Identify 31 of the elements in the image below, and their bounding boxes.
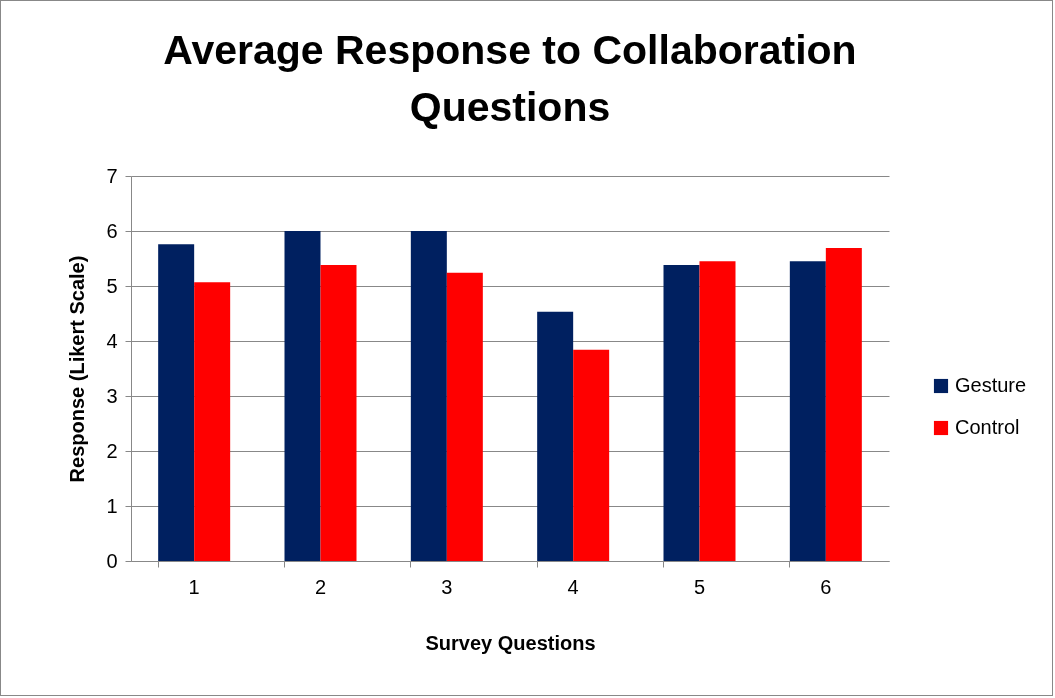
y-tick-label: 0 xyxy=(106,549,118,572)
y-tick-label: 7 xyxy=(106,164,118,187)
x-axis-title: Survey Questions xyxy=(425,631,596,654)
bar xyxy=(158,244,195,561)
y-tick-label: 1 xyxy=(106,494,118,517)
chart-title: Average Response to Collaboration Questions xyxy=(163,27,857,130)
x-tick-label: 3 xyxy=(441,575,453,598)
y-tick-label: 4 xyxy=(106,329,118,352)
bar xyxy=(537,311,574,561)
y-tick-label: 5 xyxy=(106,274,118,297)
bar xyxy=(320,265,357,561)
x-tick-label: 1 xyxy=(188,575,200,598)
bar xyxy=(663,265,700,561)
y-axis-title: Response (Likert Scale) xyxy=(66,255,89,483)
bar xyxy=(446,272,483,561)
x-tick-label: 5 xyxy=(693,575,706,598)
bar xyxy=(410,231,447,561)
bar xyxy=(573,349,610,561)
bar xyxy=(699,261,736,561)
y-tick-label: 6 xyxy=(106,219,118,242)
y-tick-label: 2 xyxy=(106,439,118,462)
legend-label: Gesture xyxy=(955,374,1027,396)
bar xyxy=(194,282,231,561)
y-tick-label: 3 xyxy=(106,384,118,407)
bar xyxy=(789,261,826,561)
bar xyxy=(825,248,862,561)
bar xyxy=(284,231,321,561)
legend-label: Control xyxy=(955,416,1020,438)
x-tick-label: 4 xyxy=(567,575,579,598)
x-tick-label: 2 xyxy=(314,575,327,598)
x-tick-label: 6 xyxy=(820,575,832,598)
